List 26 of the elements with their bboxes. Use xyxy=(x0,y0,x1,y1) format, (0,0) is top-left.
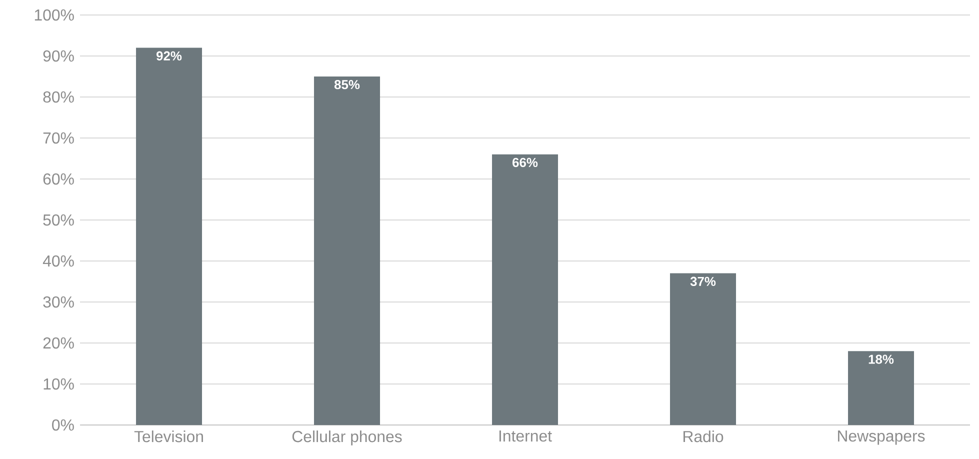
y-tick-label: 60% xyxy=(43,173,74,185)
y-tick-label: 50% xyxy=(43,214,74,226)
y-tick-label: 40% xyxy=(42,255,74,267)
y-tick-label: 100% xyxy=(34,9,74,21)
y-tick-label: 0% xyxy=(52,419,74,431)
y-tick-label: 30% xyxy=(43,296,74,308)
bar xyxy=(492,154,558,425)
data-label: 18% xyxy=(868,354,894,364)
y-tick-label: 20% xyxy=(43,337,74,349)
bar xyxy=(314,76,380,425)
data-label: 37% xyxy=(690,276,716,286)
data-label: 85% xyxy=(334,80,360,90)
x-tick-label: Radio xyxy=(683,430,724,442)
bar xyxy=(848,351,914,425)
bar xyxy=(136,48,202,425)
y-tick-label: 10% xyxy=(44,378,74,390)
y-tick-label: 70% xyxy=(43,132,74,144)
x-tick-label: Newspapers xyxy=(838,430,925,445)
y-tick-label: 90% xyxy=(43,50,74,62)
y-tick-label: 80% xyxy=(43,91,74,103)
data-label: 92% xyxy=(156,51,182,60)
x-tick-label: Cellular phones xyxy=(292,430,402,446)
x-tick-label: Television xyxy=(134,430,203,442)
data-label: 66% xyxy=(512,158,538,168)
x-tick-label: Internet xyxy=(499,430,552,442)
bar xyxy=(670,273,736,425)
